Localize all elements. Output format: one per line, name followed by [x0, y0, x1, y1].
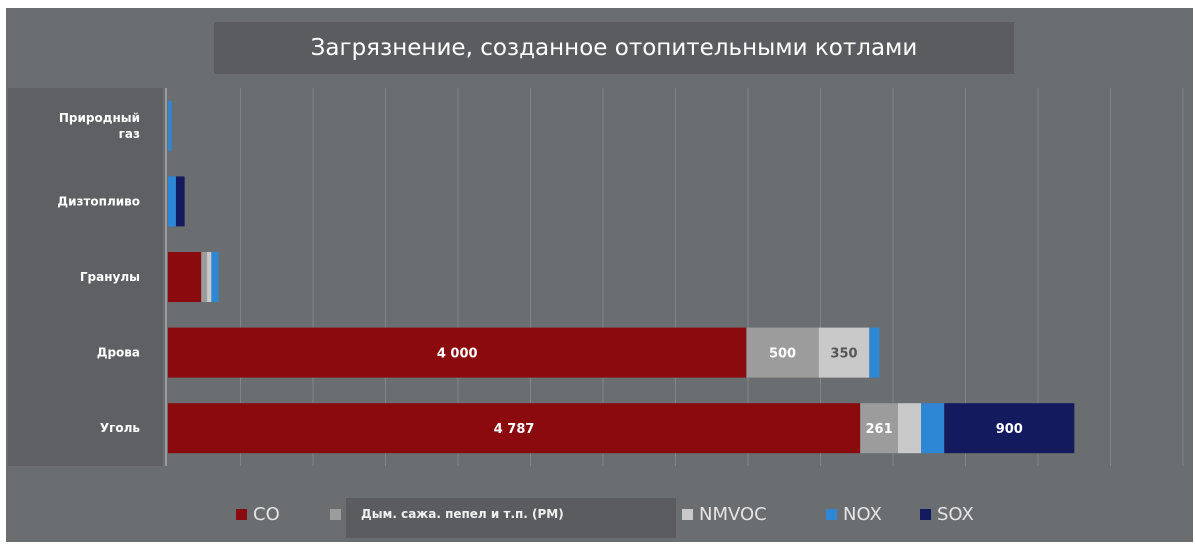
bar-segment [921, 403, 945, 454]
legend-label: NOX [843, 503, 882, 525]
bar-segment [168, 176, 176, 227]
legend-item: NMVOC [682, 492, 767, 536]
data-label: 4 787 [494, 422, 535, 437]
bar-segment [168, 100, 172, 151]
legend-pm-box [346, 498, 676, 538]
legend-item: CO [236, 492, 280, 536]
data-label: 900 [996, 422, 1023, 437]
title-box: Загрязнение, созданное отопительными кот… [214, 22, 1014, 74]
legend-label: NMVOC [699, 503, 767, 525]
legend-label: SOX [937, 503, 974, 525]
bar-segment [168, 327, 747, 378]
category-label: Природный газ [59, 111, 140, 141]
category-label: Дрова [97, 346, 140, 360]
bar-segment [869, 327, 880, 378]
category-label: Уголь [100, 421, 141, 435]
legend-swatch [920, 508, 931, 520]
legend-item: NOX [826, 492, 882, 536]
bar-segment [201, 252, 208, 302]
data-label: 4 000 [437, 347, 478, 362]
bar-segment [207, 252, 212, 302]
legend-item: SOX [920, 492, 974, 536]
bar-segment [897, 403, 922, 454]
bar-segment [746, 327, 819, 378]
bar-segment [168, 403, 861, 454]
legend-swatch [826, 508, 837, 520]
legend-swatch [236, 508, 247, 520]
bar-segment [168, 252, 202, 302]
data-label: 350 [830, 347, 857, 362]
legend-swatch [330, 508, 341, 520]
legend-label: CO [253, 503, 280, 525]
bar-segment [211, 252, 219, 302]
legend-label: Дым. сажа. пепел и т.п. (PM) [361, 507, 564, 521]
chart-title: Загрязнение, созданное отопительными кот… [310, 35, 918, 61]
bar-segment [818, 327, 870, 378]
legend-swatch [682, 508, 693, 520]
category-axis-panel [8, 88, 163, 466]
data-label: 261 [866, 422, 893, 437]
bar-segment [944, 403, 1075, 454]
bar-segment [860, 403, 898, 454]
legend-item: Дым. сажа. пепел и т.п. (PM) [330, 492, 564, 536]
category-label: Дизтопливо [57, 194, 140, 208]
category-label: Гранулы [80, 270, 140, 284]
legend: CO Дым. сажа. пепел и т.п. (PM) NMVOC NOX SO… [0, 492, 1195, 536]
data-label: 500 [769, 347, 796, 362]
bar-segment [175, 176, 185, 227]
